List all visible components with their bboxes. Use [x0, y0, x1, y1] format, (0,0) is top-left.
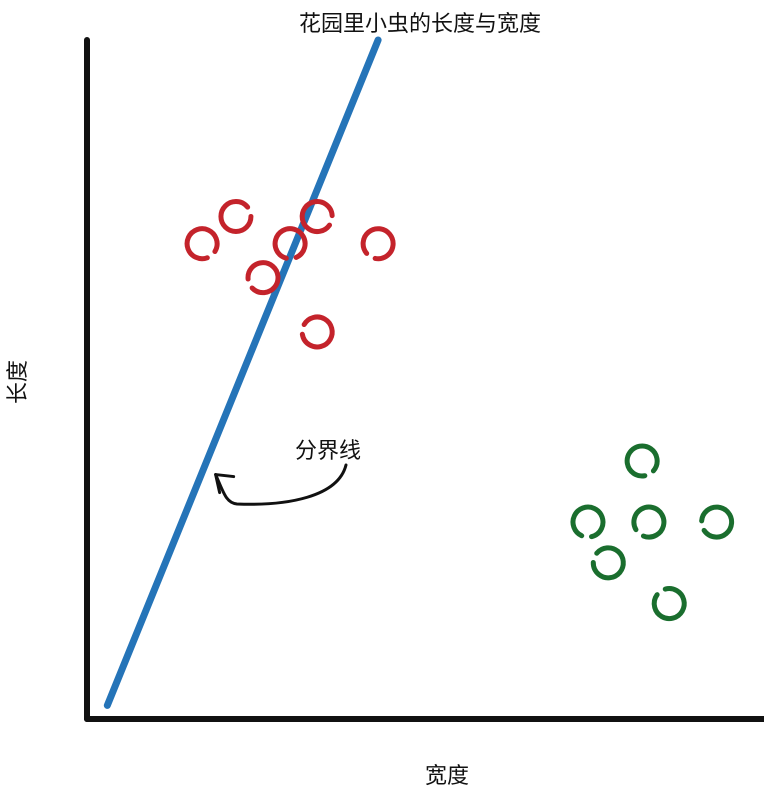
data-point — [631, 504, 667, 540]
data-point — [245, 260, 281, 296]
annotation-arrow — [214, 463, 348, 506]
data-point — [184, 226, 220, 262]
axes — [84, 37, 764, 722]
data-point — [590, 545, 626, 581]
annotation-label: 分界线 — [295, 439, 361, 464]
data-point — [272, 226, 308, 262]
data-point — [699, 504, 735, 540]
data-point — [299, 199, 335, 235]
boundary-line — [103, 36, 382, 709]
data-point — [299, 314, 335, 350]
boundary-layer — [103, 36, 382, 709]
annotation-layer: 分界线 — [214, 439, 361, 506]
y-axis-label: 长度 — [6, 360, 31, 404]
x-axis-label: 宽度 — [425, 764, 469, 789]
annotation-arrowhead — [214, 473, 236, 495]
chart-title: 花园里小虫的长度与宽度 — [299, 12, 541, 37]
data-point — [651, 586, 687, 622]
data-point — [570, 504, 606, 540]
data-point — [360, 226, 396, 262]
point-layer — [184, 199, 735, 622]
data-point — [218, 199, 254, 235]
data-point — [624, 443, 660, 479]
